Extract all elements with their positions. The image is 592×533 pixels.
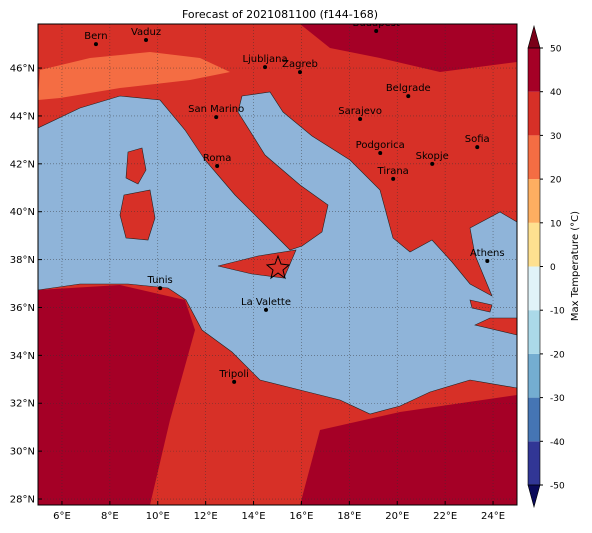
colorbar-tick-label: 30 bbox=[550, 132, 562, 142]
hot-area bbox=[300, 24, 517, 72]
star-marker bbox=[265, 254, 291, 280]
y-tick-label: 42°N bbox=[10, 159, 35, 170]
city-dot bbox=[485, 259, 490, 264]
city-dot bbox=[214, 115, 219, 120]
axes: 6°E 8°E 10°E 12°E 14°E 16°E 18°E 20°E 22°E 24°E 28… bbox=[10, 64, 505, 522]
x-tick-label: 10°E bbox=[146, 511, 170, 522]
city-dot bbox=[430, 161, 435, 166]
x-tick-label: 6°E bbox=[53, 511, 71, 522]
colorbar-tick-label: -50 bbox=[550, 482, 565, 492]
city-label: Roma bbox=[203, 153, 232, 164]
y-tick-label: 30°N bbox=[10, 447, 35, 458]
city-label: Sofia bbox=[465, 134, 490, 145]
colorbar-segment bbox=[528, 353, 540, 398]
city-dot bbox=[378, 151, 383, 156]
colorbar-tick-label: 40 bbox=[550, 88, 562, 98]
colorbar-segment bbox=[528, 48, 540, 92]
y-tick-label: 44°N bbox=[10, 111, 35, 122]
y-tick-label: 40°N bbox=[10, 207, 35, 218]
colorbar-tick-label: -20 bbox=[550, 350, 565, 360]
colorbar-segment bbox=[528, 222, 540, 267]
x-tick-label: 22°E bbox=[433, 511, 457, 522]
y-tick-label: 28°N bbox=[10, 495, 35, 506]
x-tick-label: 8°E bbox=[101, 511, 119, 522]
title: Forecast of 2021081100 (f144-168) bbox=[182, 8, 378, 21]
city-label: Tirana bbox=[377, 166, 409, 177]
graticule bbox=[38, 24, 517, 505]
city-dot bbox=[144, 38, 149, 43]
colorbar-tick-label: 50 bbox=[550, 45, 562, 55]
city-label: Vaduz bbox=[131, 27, 161, 38]
city-dot bbox=[391, 176, 396, 181]
city-dot bbox=[298, 70, 303, 75]
colorbar-label: Max Temperature (°C) bbox=[570, 211, 581, 321]
city-label: Athens bbox=[470, 248, 505, 259]
y-tick-label: 38°N bbox=[10, 255, 35, 266]
warm-area bbox=[38, 52, 230, 100]
colorbar-segment bbox=[528, 179, 540, 223]
colorbar-over bbox=[527, 24, 541, 49]
colorbar: -50 -40 -30 -20 -10 0 10 20 30 40 50 bbox=[527, 24, 565, 509]
colorbar-segment bbox=[528, 441, 540, 485]
city-dot bbox=[264, 307, 269, 312]
y-tick-label: 36°N bbox=[10, 303, 35, 314]
colorbar-tick-label: -10 bbox=[550, 307, 565, 317]
frame bbox=[37, 23, 518, 506]
city-dot bbox=[93, 42, 98, 47]
city-dot bbox=[475, 145, 480, 150]
city-dot bbox=[406, 94, 411, 99]
city-label: Bern bbox=[84, 31, 107, 42]
colorbar-tick-label: 20 bbox=[550, 176, 562, 186]
city-label: Sarajevo bbox=[338, 106, 382, 117]
city-dot bbox=[358, 117, 363, 122]
city-dot bbox=[232, 379, 237, 384]
sicily bbox=[217, 249, 297, 279]
city-label: Tunis bbox=[147, 275, 173, 286]
city-dot bbox=[374, 28, 379, 33]
crete bbox=[469, 299, 493, 313]
x-tick-label: 14°E bbox=[242, 511, 266, 522]
colorbar-segment bbox=[528, 135, 540, 180]
colorbar-segment bbox=[528, 310, 540, 354]
city-label: Budapest bbox=[353, 18, 400, 29]
hot-area bbox=[300, 395, 517, 505]
x-tick-label: 16°E bbox=[289, 511, 313, 522]
city-label: Ljubljana bbox=[242, 54, 287, 65]
sardinia bbox=[119, 189, 156, 241]
city-dot bbox=[263, 65, 268, 70]
y-tick-label: 34°N bbox=[10, 351, 35, 362]
city-dot bbox=[215, 163, 220, 168]
x-tick-label: 18°E bbox=[337, 511, 361, 522]
colorbar-segment bbox=[528, 397, 540, 442]
city-label: Skopje bbox=[416, 151, 449, 162]
city-label: San Marino bbox=[188, 104, 244, 115]
colorbar-tick-label: 0 bbox=[550, 263, 556, 273]
colorbar-tick-label: -30 bbox=[550, 394, 565, 404]
city-label: La Valette bbox=[241, 297, 291, 308]
x-tick-label: 24°E bbox=[481, 511, 505, 522]
hot-area bbox=[38, 285, 195, 505]
colorbar-segment bbox=[528, 266, 540, 311]
x-tick-label: 20°E bbox=[385, 511, 409, 522]
colorbar-under bbox=[527, 484, 541, 509]
y-tick-label: 46°N bbox=[10, 64, 35, 75]
y-tick-label: 32°N bbox=[10, 399, 35, 410]
city-label: Podgorica bbox=[356, 140, 405, 151]
city-label: Zagreb bbox=[282, 59, 318, 70]
city-label: Belgrade bbox=[386, 83, 431, 94]
x-tick-label: 12°E bbox=[194, 511, 218, 522]
city-dot bbox=[158, 286, 163, 291]
colorbar-segment bbox=[528, 91, 540, 136]
colorbar-tick-label: 10 bbox=[550, 219, 562, 229]
corsica bbox=[125, 147, 147, 185]
city-label: Tripoli bbox=[218, 369, 249, 380]
colorbar-tick-label: -40 bbox=[550, 438, 565, 448]
